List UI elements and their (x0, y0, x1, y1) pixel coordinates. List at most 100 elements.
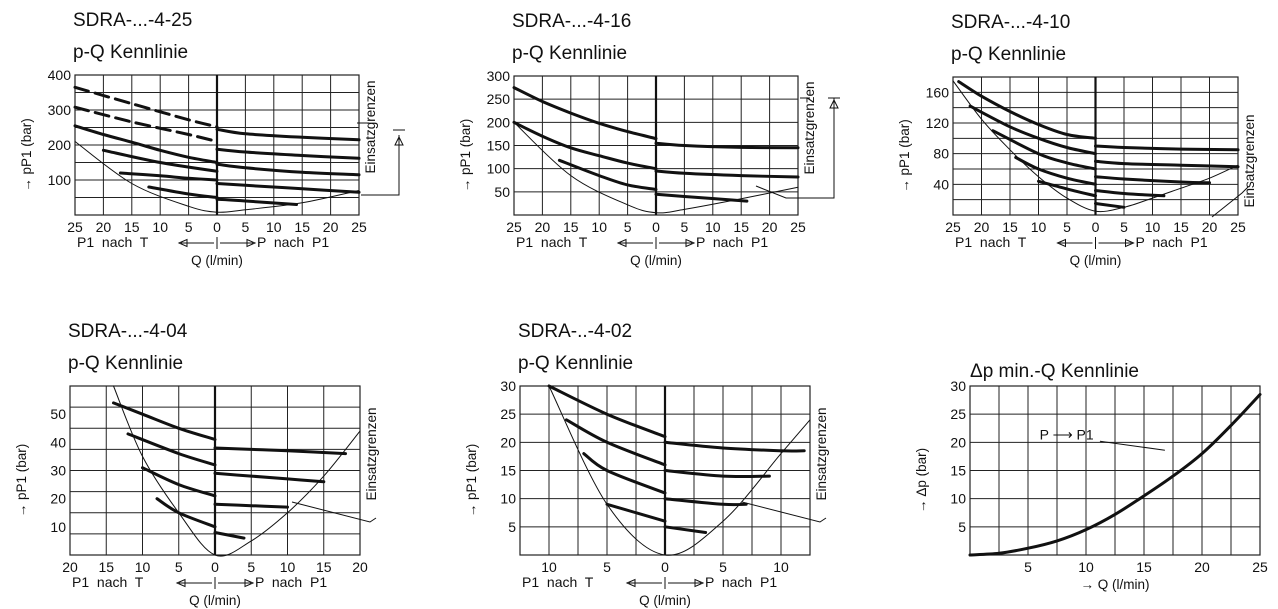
y-tick-label: 40 (50, 434, 66, 450)
arrowhead-left (1056, 238, 1066, 248)
arrowhead-right (694, 578, 705, 588)
series-line (1014, 156, 1097, 186)
series-line (147, 185, 219, 199)
series-line (663, 440, 806, 453)
x-tick-label: 20 (352, 559, 368, 575)
x-tick-label: 25 (67, 219, 83, 235)
x-tick-label: 0 (213, 219, 221, 235)
series-line (1094, 189, 1166, 198)
series-line (215, 182, 361, 194)
x-tick-label: 25 (1230, 219, 1246, 235)
series-line (582, 452, 667, 495)
series-line (213, 531, 246, 540)
series-line (991, 129, 1097, 171)
annotation-leader (1099, 440, 1165, 451)
x-sub-label-right: P nach P1 (1136, 234, 1208, 250)
y-tick-label: 5 (958, 519, 966, 535)
x-sub-label-left: P1 nach T (516, 234, 588, 250)
y-tick-label: 120 (926, 115, 950, 131)
x-tick-label: 5 (242, 219, 250, 235)
chart-title: SDRA-...-4-04 (68, 321, 188, 342)
arrowhead-right (1125, 238, 1135, 248)
chart-2: SDRA-...-4-16p-Q Kennlinie50100150200250… (458, 11, 840, 268)
series-line (957, 80, 1097, 140)
series-line (512, 120, 658, 171)
series-line (118, 171, 219, 182)
series-line (1037, 179, 1097, 198)
chart-title: SDRA-..-4-02 (518, 321, 632, 342)
x-tick-label: 10 (266, 219, 282, 235)
y-tick-label: 50 (50, 406, 66, 422)
y-tick-label: 50 (494, 184, 510, 200)
y-tick-label: 10 (950, 491, 966, 507)
x-tick-label: 5 (624, 219, 632, 235)
y-tick-label: 25 (500, 406, 516, 422)
chart-subtitle: p-Q Kennlinie (518, 353, 633, 374)
x-tick-label: 5 (175, 559, 183, 575)
side-label: Einsatzgrenzen (802, 81, 817, 174)
side-label: Einsatzgrenzen (814, 407, 829, 500)
x-sub-label-left: P1 nach T (77, 234, 149, 250)
series-line (1094, 159, 1240, 169)
arrowhead-right (244, 578, 255, 588)
series-line (663, 497, 748, 507)
x-tick-label: 10 (135, 559, 151, 575)
arrowhead-right (685, 238, 696, 248)
limit-curve (74, 141, 360, 213)
arrowhead-left (616, 238, 627, 248)
chart-title: SDRA-...-4-16 (512, 11, 631, 32)
x-tick-label: 20 (96, 219, 112, 235)
series-line (968, 393, 1262, 557)
x-tick-label: 25 (790, 219, 806, 235)
x-tick-label: 0 (211, 559, 219, 575)
limit-leader (1211, 186, 1249, 218)
x-tick-label: 15 (316, 559, 332, 575)
chart-6: Δp min.-Q Kennlinie 5 10 15 20 25 30 5 10 15 20 25 →… (914, 361, 1268, 592)
x-tick-label: 10 (280, 559, 296, 575)
y-tick-label: 150 (487, 138, 511, 154)
x-tick-label: 10 (1078, 559, 1094, 575)
series-line (968, 104, 1097, 156)
arrowhead-left (177, 238, 188, 248)
y-tick-label: 25 (950, 406, 966, 422)
x-sub-label-left: P1 nach T (955, 234, 1027, 250)
y-tick-label: 250 (487, 91, 511, 107)
annotation-label: P ⟶ P1 (1040, 427, 1094, 443)
chart-subtitle: p-Q Kennlinie (73, 42, 188, 63)
limit-curve (952, 80, 1239, 213)
x-tick-label: 25 (945, 219, 961, 235)
x-sub-label-left: P1 nach T (522, 574, 594, 590)
series-line (126, 432, 217, 467)
series-line (101, 148, 219, 173)
x-tick-label: 20 (1194, 559, 1210, 575)
y-tick-label: 100 (48, 172, 72, 188)
series-line (213, 502, 289, 509)
y-tick-label: 400 (48, 67, 72, 83)
x-tick-label: 0 (652, 219, 660, 235)
series-line (213, 446, 347, 456)
chart-subtitle: p-Q Kennlinie (68, 353, 183, 374)
x-tick-label: 20 (1202, 219, 1218, 235)
x-sub-label-left: P1 nach T (72, 574, 144, 590)
x-tick-label: 15 (294, 219, 310, 235)
series-line (215, 127, 361, 142)
x-axis-label: Q (l/min) (639, 593, 691, 608)
series-line (557, 158, 658, 191)
x-tick-label: 5 (185, 219, 193, 235)
y-tick-label: 100 (487, 161, 511, 177)
x-tick-label: 0 (1092, 219, 1100, 235)
y-tick-label: 80 (933, 146, 949, 162)
limit-curve (548, 385, 811, 556)
x-tick-label: 25 (506, 219, 522, 235)
y-tick-label: 300 (48, 102, 72, 118)
x-tick-label: 20 (62, 559, 78, 575)
y-tick-label: 20 (500, 434, 516, 450)
x-tick-label: 10 (773, 559, 789, 575)
y-axis-label: → pP1 (bar) (458, 119, 473, 193)
side-label: Einsatzgrenzen (364, 407, 379, 500)
series-line (215, 147, 361, 160)
y-tick-label: 20 (50, 491, 66, 507)
series-line (73, 105, 219, 143)
y-tick-label: 15 (950, 463, 966, 479)
